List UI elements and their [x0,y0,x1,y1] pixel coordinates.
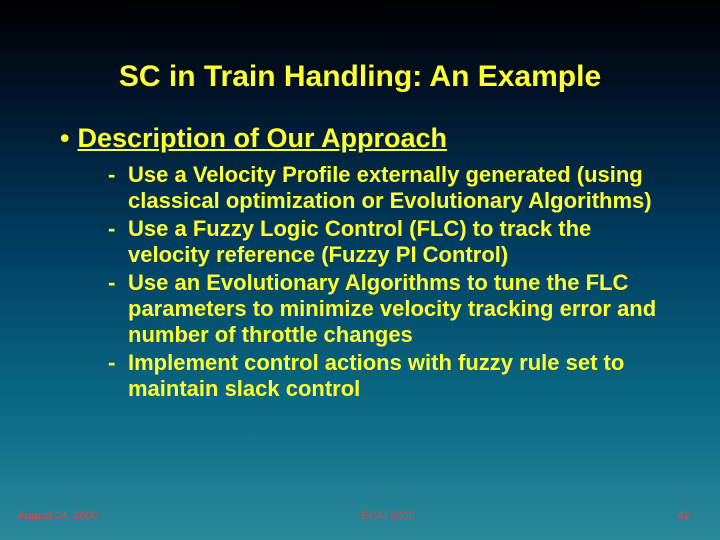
footer-venue: ECAI 2000 [98,510,678,522]
footer-page: 42 [678,510,690,522]
bullet-text: Use a Fuzzy Logic Control (FLC) to track… [128,216,660,268]
dash-icon: - [108,216,118,242]
dash-icon: - [108,162,118,188]
dash-icon: - [108,270,118,296]
slide-subtitle: Description of Our Approach [77,122,447,154]
bullet-text: Implement control actions with fuzzy rul… [128,350,660,402]
footer-date: August 24, 2000 [18,510,98,522]
bullet-list: - Use a Velocity Profile externally gene… [60,162,660,402]
slide-title: SC in Train Handling: An Example [60,60,660,94]
subtitle-row: • Description of Our Approach [60,122,660,154]
list-item: - Use a Fuzzy Logic Control (FLC) to tra… [108,216,660,268]
slide: SC in Train Handling: An Example • Descr… [0,0,720,540]
list-item: - Implement control actions with fuzzy r… [108,350,660,402]
list-item: - Use a Velocity Profile externally gene… [108,162,660,214]
footer: August 24, 2000 ECAI 2000 42 [0,510,720,522]
main-bullet-char: • [60,122,69,154]
bullet-text: Use a Velocity Profile externally genera… [128,162,660,214]
list-item: - Use an Evolutionary Algorithms to tune… [108,270,660,348]
bullet-text: Use an Evolutionary Algorithms to tune t… [128,270,660,348]
dash-icon: - [108,350,118,376]
